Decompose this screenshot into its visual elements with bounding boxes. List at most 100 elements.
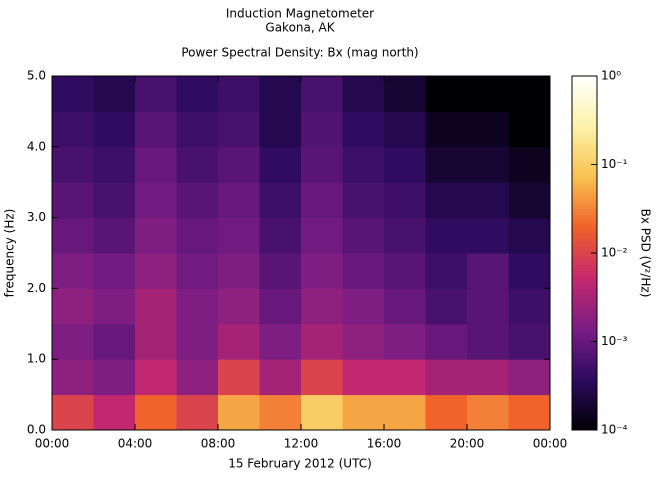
colorbar-swatch [572,391,597,396]
heatmap-cell [135,394,177,431]
heatmap-cell [218,288,260,325]
heatmap-cell [176,323,219,360]
colorbar-swatch [572,158,597,163]
heatmap-cell [301,288,343,325]
heatmap-cell [384,288,426,325]
heatmap-cell [218,394,260,431]
heatmap-cell [259,359,302,396]
colorbar-swatch [572,427,597,431]
colorbar-swatch [572,232,597,236]
colorbar-swatch [572,350,597,354]
heatmap-cell [93,146,136,183]
colorbar-swatch [572,382,597,387]
heatmap-cell [301,323,343,360]
colorbar-swatch [572,173,597,177]
heatmap-cell [176,111,219,148]
heatmap-cell [135,253,177,289]
plot-title: Power Spectral Density: Bx (mag north) [181,46,418,60]
colorbar-swatch [572,226,597,230]
heatmap-cell [384,76,426,112]
colorbar-swatch [572,297,597,301]
colorbar-swatch [572,409,597,413]
heatmap-cell [176,217,219,254]
colorbar-swatch [572,247,597,251]
colorbar-swatch [572,261,597,266]
colorbar-swatch [572,194,597,198]
colorbar-swatch [572,270,597,275]
colorbar-swatch [572,87,597,92]
colorbar-swatch [572,320,597,325]
heatmap-cell [384,394,426,431]
heatmap-cell [384,182,426,219]
heatmap-cell [425,111,468,148]
heatmap-cell [384,111,426,148]
colorbar-swatch [572,143,597,148]
colorbar-swatch [572,362,597,366]
heatmap-cell [301,76,343,112]
heatmap-cell [135,111,177,148]
colorbar-swatch [572,126,597,130]
colorbar-swatch [572,412,597,416]
heatmap-cell [218,111,260,148]
x-tick-label: 20:00 [450,437,485,451]
colorbar-swatch [572,140,597,145]
colorbar-swatch [572,273,597,278]
colorbar-swatch [572,282,597,286]
heatmap-cell [135,182,177,219]
heatmap-cell [342,76,385,112]
heatmap-cell [52,253,94,289]
heatmap-cell [52,217,94,254]
heatmap-cell [342,253,385,289]
heatmap-cell [301,253,343,289]
colorbar-swatch [572,253,597,257]
heatmap-cell [93,323,136,360]
heatmap-cell [342,394,385,431]
x-tick-label: 00:00 [533,437,568,451]
colorbar-swatch [572,152,597,157]
heatmap-cell [467,359,509,396]
colorbar-swatch [572,397,597,401]
colorbar-swatch [572,368,597,372]
colorbar-swatch [572,279,597,283]
heatmap-cell [93,76,136,112]
colorbar-swatch [572,300,597,304]
heatmap-cell [425,288,468,325]
colorbar-swatch [572,385,597,390]
colorbar-swatch [572,185,597,189]
colorbar-swatch [572,418,597,422]
colorbar-swatch [572,84,597,89]
colorbar-swatch [572,400,597,404]
heatmap-cell [467,253,509,289]
x-tick-label: 16:00 [367,437,402,451]
colorbar-swatch [572,188,597,192]
heatmap-cell [218,359,260,396]
colorbar-swatch [572,338,597,342]
colorbar-swatch [572,291,597,295]
colorbar-swatch [572,137,597,142]
heatmap-cell [384,253,426,289]
heatmap-cell [467,323,509,360]
colorbar-tick-label: 10⁻³ [601,334,628,348]
colorbar-swatch [572,332,597,337]
colorbar-swatch [572,235,597,239]
colorbar-swatch [572,335,597,340]
colorbar-swatch [572,176,597,180]
heatmap-cell [52,288,94,325]
heatmap-cell [93,394,136,431]
heatmap-cell [135,76,177,112]
colorbar-swatch [572,146,597,151]
colorbar-swatch [572,202,597,207]
heatmap-cell [259,182,302,219]
heatmap-cell [135,146,177,183]
colorbar-tick-label: 10⁰ [601,69,621,83]
heatmap-cell [52,76,94,112]
heatmap-cell [508,76,551,112]
colorbar-swatch [572,93,597,98]
colorbar-swatch [572,258,597,263]
colorbar-swatch [572,81,597,86]
heatmap-cell [384,359,426,396]
heatmap-cell [176,182,219,219]
colorbar-swatch [572,365,597,369]
heatmap-cell [259,288,302,325]
colorbar-tick-label: 10⁻¹ [601,157,628,171]
